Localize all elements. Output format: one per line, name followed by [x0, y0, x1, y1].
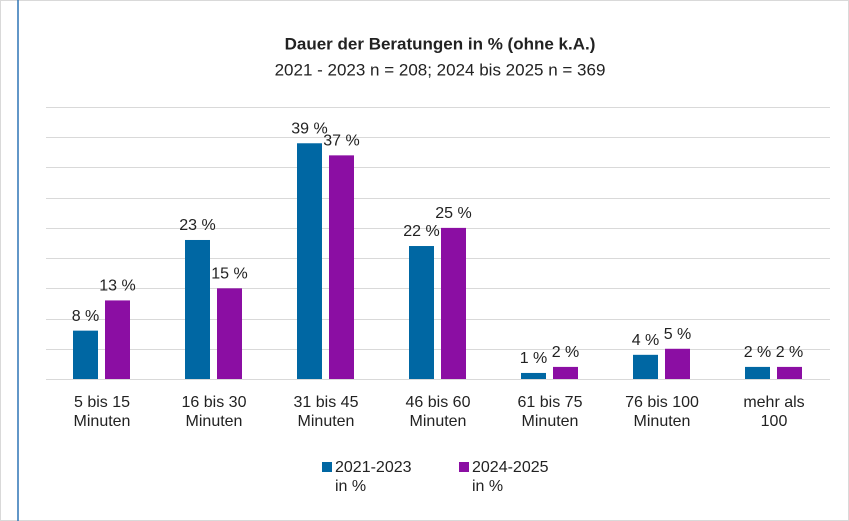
bar: [329, 155, 354, 379]
chart-subtitle: 2021 - 2023 n = 208; 2024 bis 2025 n = 3…: [275, 60, 606, 79]
data-label: 1 %: [520, 350, 548, 367]
chart-title: Dauer der Beratungen in % (ohne k.A.): [285, 34, 596, 53]
x-tick-label: mehr als 100: [743, 394, 804, 430]
data-label: 13 %: [99, 278, 135, 295]
bar: [105, 300, 130, 379]
bar: [73, 330, 98, 379]
data-label: 23 %: [179, 217, 215, 234]
data-label: 25 %: [435, 205, 471, 222]
data-label: 2 %: [552, 344, 580, 361]
bar: [297, 143, 322, 379]
x-tick-label: 31 bis 45 Minuten: [294, 394, 359, 430]
bar: [441, 227, 466, 379]
data-label: 5 %: [664, 326, 692, 343]
bar: [185, 239, 210, 379]
x-tick-label: 16 bis 30 Minuten: [182, 394, 247, 430]
bar: [409, 246, 434, 379]
bar: [777, 366, 802, 379]
legend-label: 2024-2025 in %: [472, 459, 549, 495]
bar: [521, 372, 546, 379]
data-label: 39 %: [291, 120, 327, 137]
x-tick-label: 61 bis 75 Minuten: [518, 394, 583, 430]
data-label: 2 %: [744, 344, 772, 361]
data-label: 22 %: [403, 223, 439, 240]
bar: [665, 348, 690, 379]
legend-label: 2021-2023 in %: [335, 459, 412, 495]
data-label: 15 %: [211, 266, 247, 283]
data-label: 2 %: [776, 344, 804, 361]
data-label: 8 %: [72, 308, 100, 325]
x-tick-label: 76 bis 100 Minuten: [625, 394, 699, 430]
bar: [745, 366, 770, 379]
bar: [553, 366, 578, 379]
legend-swatch: [459, 462, 469, 472]
data-label: 4 %: [632, 332, 660, 349]
x-tick-label: 5 bis 15 Minuten: [74, 394, 131, 430]
bar: [633, 354, 658, 379]
data-label: 37 %: [323, 133, 359, 150]
legend-swatch: [322, 462, 332, 472]
bar: [217, 288, 242, 379]
x-tick-label: 46 bis 60 Minuten: [406, 394, 471, 430]
